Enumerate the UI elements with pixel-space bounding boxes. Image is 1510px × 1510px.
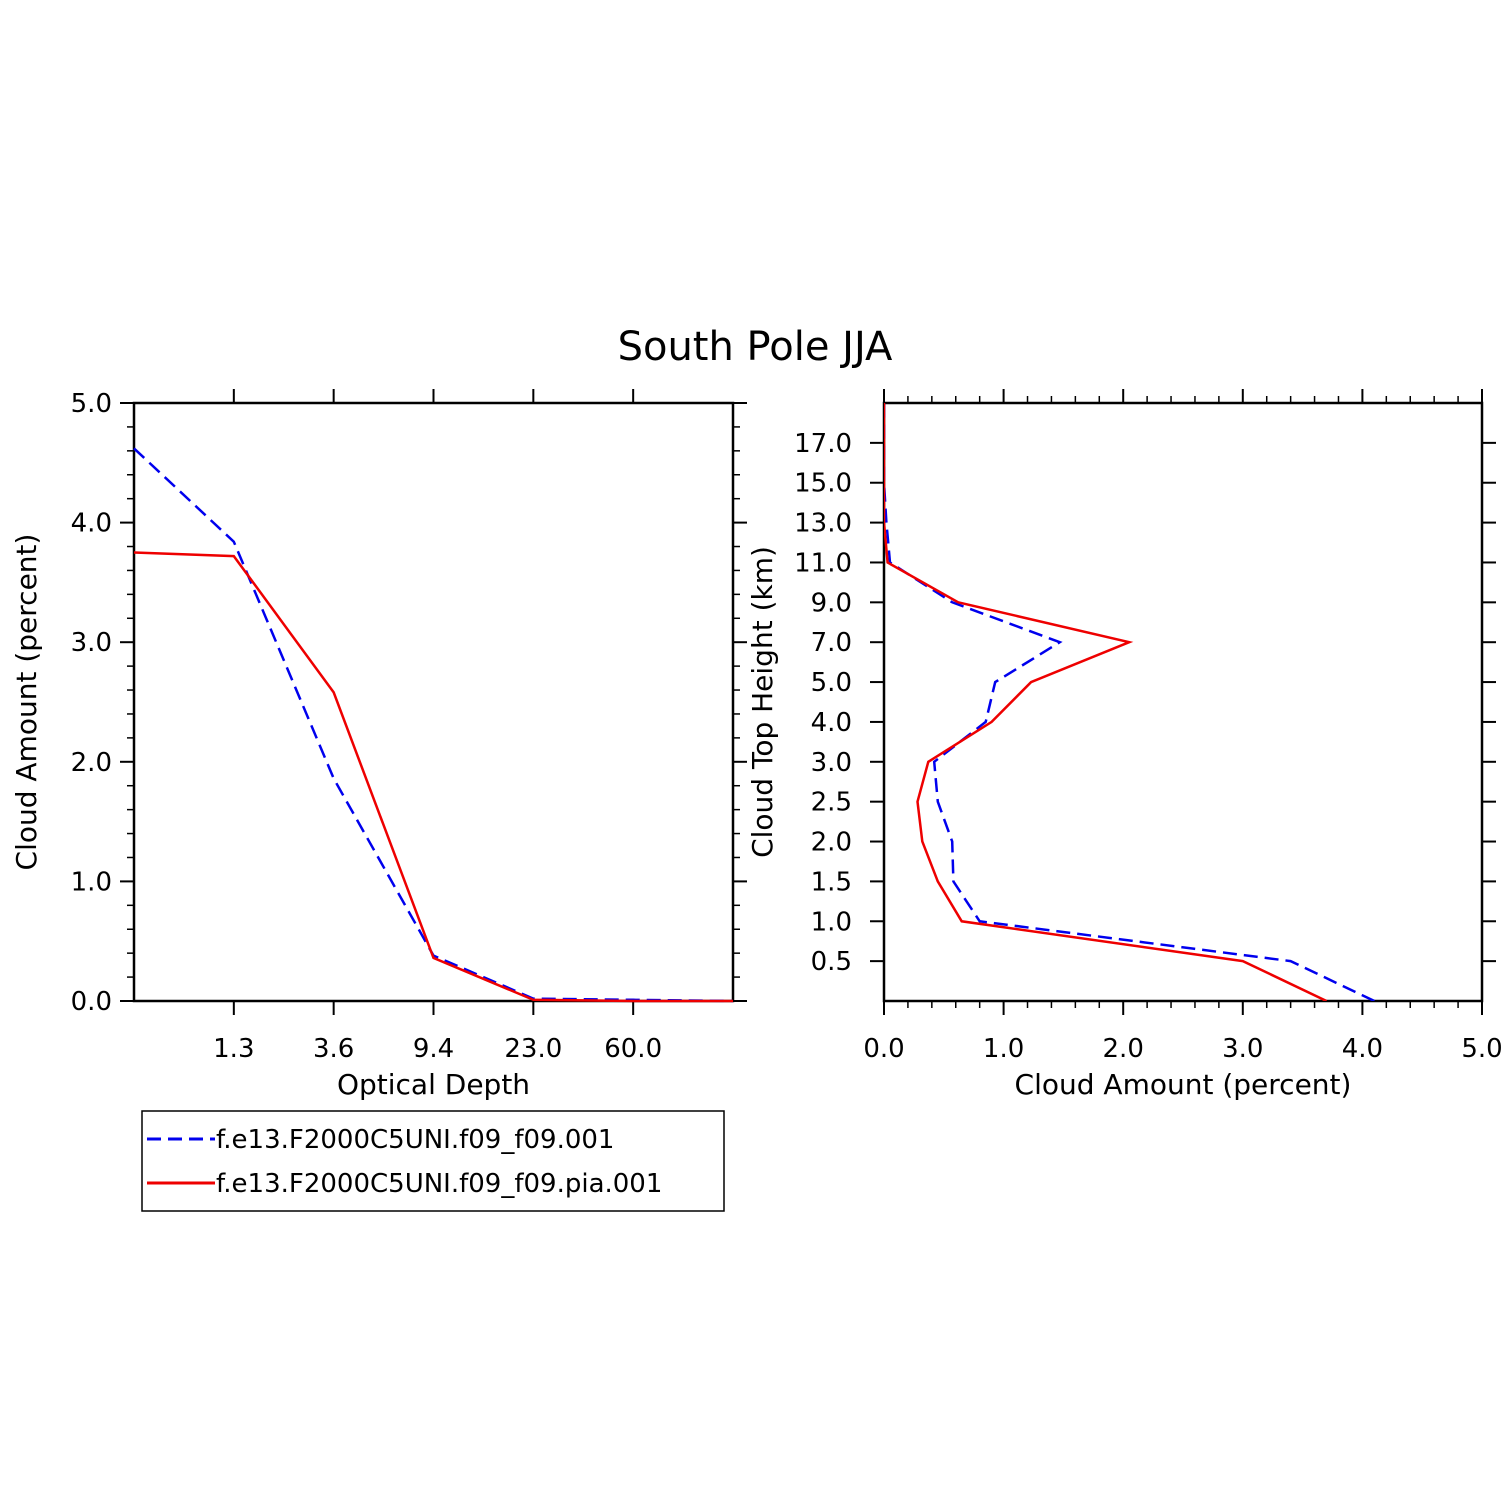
x-tick-label: 9.4: [413, 1034, 454, 1064]
x-tick-label: 0.0: [863, 1034, 904, 1064]
chart-title: South Pole JJA: [618, 324, 893, 370]
y-axis-title: Cloud Top Height (km): [746, 546, 779, 858]
series-group: [884, 403, 1375, 1001]
legend-label-series-1: f.e13.F2000C5UNI.f09_f09.001: [216, 1125, 614, 1155]
y-tick-label: 0.0: [71, 987, 112, 1017]
legend-label-series-2: f.e13.F2000C5UNI.f09_f09.pia.001: [216, 1169, 662, 1199]
y-tick-label: 3.0: [811, 748, 852, 778]
y-tick-label: 9.0: [811, 588, 852, 618]
y-tick-label: 1.0: [71, 867, 112, 897]
x-tick-label: 5.0: [1461, 1034, 1502, 1064]
x-tick-label: 23.0: [504, 1034, 562, 1064]
series-line-1: [133, 447, 734, 1003]
y-tick-label: 2.0: [71, 748, 112, 778]
cloud-top-height-panel: 0.0 1.0 2.0 3.0 4.0 5.0 0.5 1.0 1.5 2.0 2.5 3.0 4.0 5…: [746, 389, 1503, 1101]
y-tick-label: 1.5: [811, 867, 852, 897]
y-tick-label: 5.0: [71, 389, 112, 419]
x-tick-label: 1.3: [213, 1034, 254, 1064]
legend: f.e13.F2000C5UNI.f09_f09.001 f.e13.F2000…: [141, 1110, 725, 1212]
x-tick-label: 2.0: [1103, 1034, 1144, 1064]
x-tick-label: 1.0: [983, 1034, 1024, 1064]
series-line-1: [884, 403, 1375, 1001]
legend-box: [141, 1110, 725, 1212]
x-tick-label: 60.0: [604, 1034, 662, 1064]
y-tick-label: 4.0: [71, 509, 112, 539]
y-tick-label: 4.0: [811, 708, 852, 738]
y-tick-label: 2.0: [811, 828, 852, 858]
x-axis-title: Cloud Amount (percent): [1015, 1068, 1352, 1101]
y-tick-label: 15.0: [794, 469, 852, 499]
y-tick-label: 1.0: [811, 907, 852, 937]
y-tick-label: 17.0: [794, 429, 852, 459]
y-tick-label: 3.0: [71, 628, 112, 658]
plot-frame: [132, 401, 735, 1003]
x-tick-label: 3.0: [1222, 1034, 1263, 1064]
series-line-2: [884, 403, 1328, 1001]
y-tick-label: 2.5: [811, 788, 852, 818]
plot-frame: [882, 401, 1484, 1003]
y-tick-label: 13.0: [794, 509, 852, 539]
y-tick-label: 11.0: [794, 548, 852, 578]
y-tick-label: 7.0: [811, 628, 852, 658]
series-line-2: [133, 551, 733, 1003]
x-tick-label: 4.0: [1342, 1034, 1383, 1064]
x-tick-label: 3.6: [313, 1034, 354, 1064]
y-axis-title: Cloud Amount (percent): [10, 534, 43, 871]
x-axis-title: Optical Depth: [337, 1068, 530, 1101]
y-tick-label: 5.0: [811, 668, 852, 698]
y-tick-label: 0.5: [811, 947, 852, 977]
optical-depth-panel: 0.0 1.0 2.0 3.0 4.0 5.0 1.3 3.6 9.4 23.0 60.0 Optic…: [10, 389, 747, 1101]
